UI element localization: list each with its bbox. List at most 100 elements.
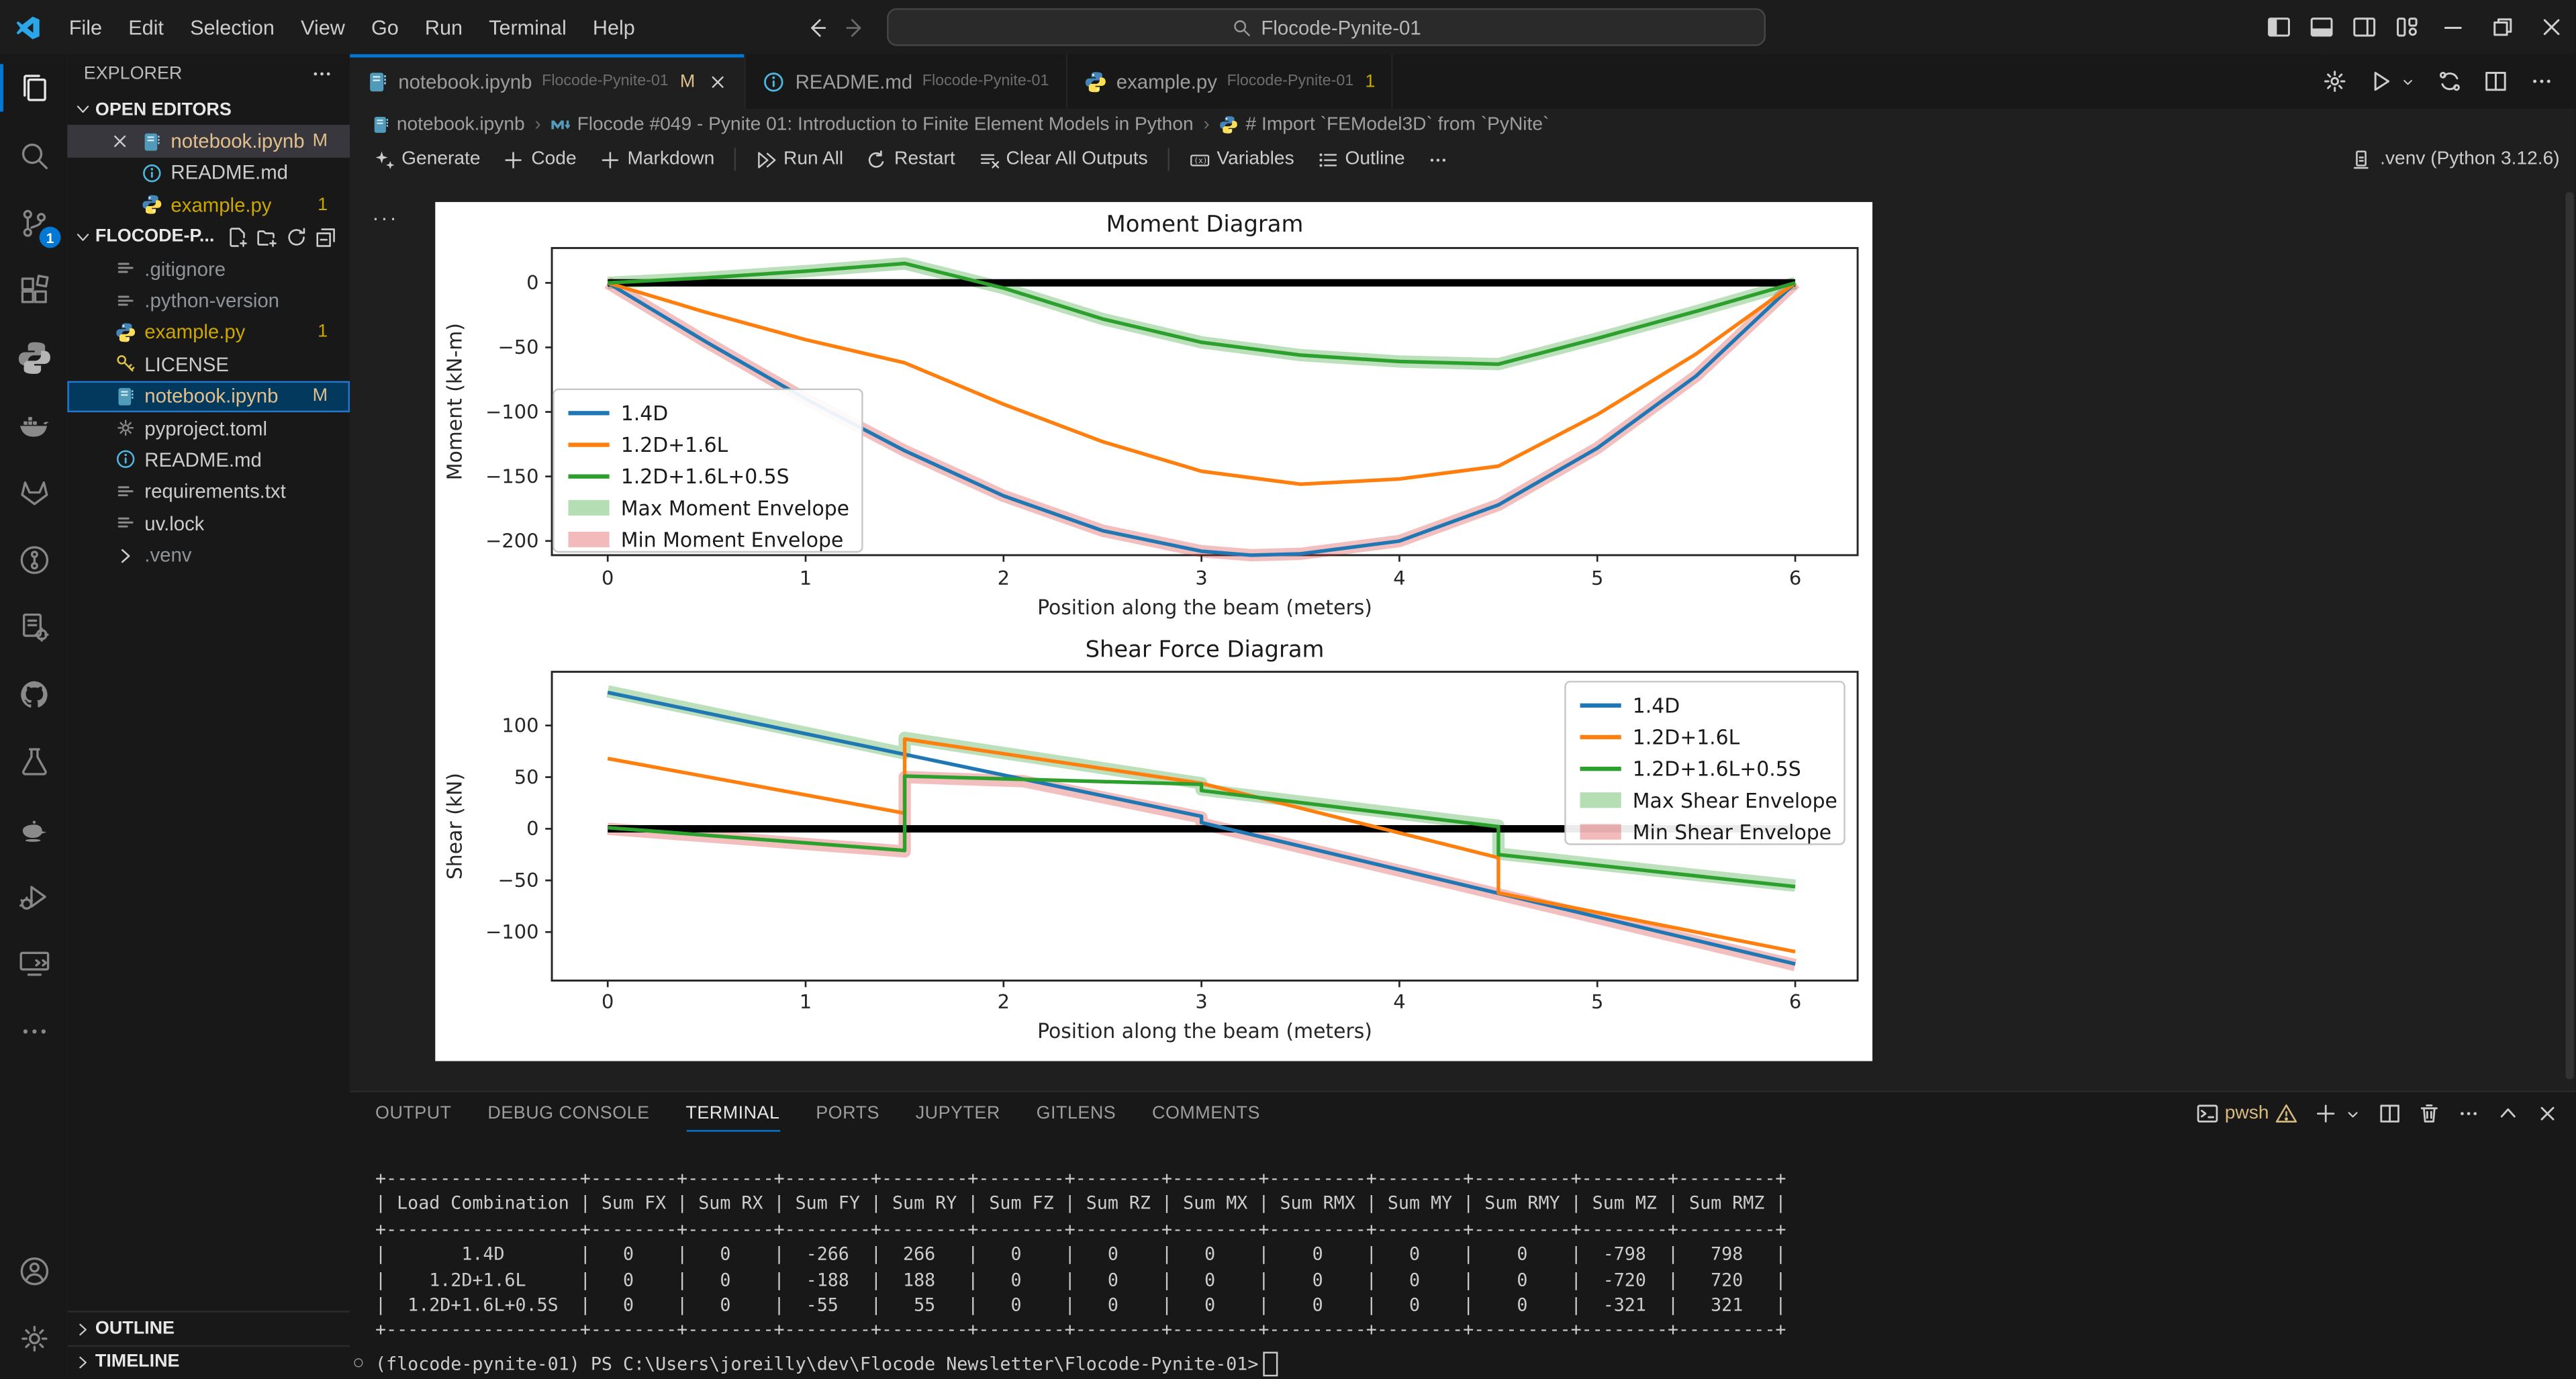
tab-notebook.ipynb[interactable]: notebook.ipynb Flocode-Pynite-01 M [348, 54, 747, 109]
activitybar-notebook-kernels[interactable] [0, 593, 67, 660]
terminal-instance[interactable]: pwsh [2195, 1102, 2299, 1125]
tree-item-.gitignore[interactable]: .gitignore [67, 253, 349, 285]
gear-icon[interactable] [2323, 69, 2348, 94]
plus-icon[interactable] [2315, 1102, 2338, 1125]
panel-tab-debug-console[interactable]: DEBUG CONSOLE [487, 1104, 650, 1124]
trash-icon[interactable] [2418, 1102, 2441, 1125]
tree-item-README.md[interactable]: README.md [67, 444, 349, 475]
collapse-all-icon[interactable] [315, 226, 336, 248]
toolbar-generate-button[interactable]: Generate [362, 140, 491, 179]
panel-tab-output[interactable]: OUTPUT [375, 1104, 452, 1124]
tree-item-pyproject.toml[interactable]: pyproject.toml [67, 412, 349, 444]
tree-item-uv.lock[interactable]: uv.lock [67, 508, 349, 539]
restore-button[interactable] [2477, 0, 2526, 54]
activitybar-manage-settings[interactable] [0, 1305, 67, 1372]
caret-down-sm-icon[interactable] [2400, 73, 2416, 89]
close-tab-icon[interactable] [708, 71, 728, 91]
menu-selection[interactable]: Selection [190, 15, 275, 39]
caret-down-sm-icon[interactable] [2344, 1104, 2363, 1123]
toolbar-markdown-button[interactable]: Markdown [588, 140, 726, 179]
activitybar-python[interactable] [0, 324, 67, 391]
panel-tab-ports[interactable]: PORTS [816, 1104, 879, 1124]
activitybar-source-control[interactable]: 1 [0, 189, 67, 256]
open-editors-header[interactable]: OPEN EDITORS [67, 93, 349, 125]
customize-layout-button[interactable] [2385, 0, 2428, 54]
more-h-icon[interactable] [2530, 69, 2555, 94]
split-panel-icon[interactable] [2379, 1102, 2401, 1125]
tree-item-example.py[interactable]: example.py 1 [67, 317, 349, 348]
close-editor-icon[interactable] [110, 132, 130, 151]
open-editor-notebook.ipynb[interactable]: notebook.ipynb M [67, 125, 349, 158]
toolbar-outline-button[interactable]: Outline [1306, 140, 1417, 179]
open-editor-README.md[interactable]: README.md [67, 157, 349, 189]
cell-actions[interactable]: ··· [372, 205, 399, 230]
toolbar-clear-all-outputs-button[interactable]: Clear All Outputs [967, 140, 1159, 179]
play-icon[interactable] [2369, 69, 2394, 94]
close-x-icon[interactable] [2536, 1102, 2559, 1125]
activitybar-gitlens[interactable] [0, 526, 67, 593]
activitybar-docker[interactable] [0, 391, 67, 458]
breadcrumb-item[interactable]: Flocode #049 - Pynite 01: Introduction t… [577, 114, 1194, 135]
activitybar-search[interactable] [0, 122, 67, 189]
section-outline[interactable]: OUTLINE [67, 1311, 349, 1345]
menu-terminal[interactable]: Terminal [489, 15, 567, 39]
toggle-panel-button[interactable] [2300, 0, 2343, 54]
panel-tab-comments[interactable]: COMMENTS [1152, 1104, 1260, 1124]
new-file-icon[interactable] [226, 226, 247, 248]
tab-README.md[interactable]: README.md Flocode-Pynite-01 [746, 54, 1067, 109]
panel-tab-terminal[interactable]: TERMINAL [685, 1092, 780, 1135]
toggle-sidebar-button[interactable] [2257, 0, 2300, 54]
menu-view[interactable]: View [301, 15, 345, 39]
menu-file[interactable]: File [68, 15, 103, 39]
menu-help[interactable]: Help [592, 15, 635, 39]
more-h-icon[interactable] [2458, 1102, 2481, 1125]
section-timeline[interactable]: TIMELINE [67, 1344, 349, 1378]
activitybar-remote-explorer[interactable] [0, 930, 67, 997]
tree-item-.python-version[interactable]: .python-version [67, 285, 349, 316]
close-button[interactable] [2527, 0, 2576, 54]
panel-tab-jupyter[interactable]: JUPYTER [915, 1104, 1000, 1124]
kernel-picker[interactable]: .venv (Python 3.12.6) [2350, 140, 2560, 179]
open-editor-example.py[interactable]: example.py 1 [67, 189, 349, 221]
tree-item-.venv[interactable]: .venv [67, 540, 349, 571]
breadcrumb-item[interactable]: notebook.ipynb [396, 114, 525, 135]
menu-go[interactable]: Go [371, 15, 399, 39]
activitybar-extensions[interactable] [0, 256, 67, 324]
minimize-button[interactable] [2428, 0, 2477, 54]
editor-scrollbar[interactable] [2566, 192, 2575, 1080]
go-forward-icon[interactable] [845, 15, 867, 38]
panel-tab-gitlens[interactable]: GITLENS [1036, 1104, 1116, 1124]
activitybar-run-and-debug[interactable] [0, 862, 67, 929]
activitybar-accounts[interactable] [0, 1238, 67, 1305]
workspace-header[interactable]: FLOCODE-P... [67, 221, 349, 252]
activitybar-more-views[interactable] [0, 997, 67, 1064]
activitybar-gitlab[interactable] [0, 459, 67, 526]
activitybar-testing[interactable] [0, 728, 67, 795]
refresh-icon[interactable] [285, 226, 306, 248]
tab-example.py[interactable]: example.py Flocode-Pynite-01 1 [1067, 54, 1394, 109]
split-icon[interactable] [2484, 69, 2509, 94]
explorer-more-icon[interactable] [309, 62, 332, 85]
breadcrumb-item[interactable]: # Import `FEModel3D` from `PyNite` [1245, 114, 1549, 135]
command-decoration-icon[interactable]: ○ [354, 1356, 363, 1372]
toolbar-code-button[interactable]: Code [492, 140, 588, 179]
toolbar-run-all-button[interactable]: Run All [744, 140, 855, 179]
terminal-viewport[interactable]: +------------------+--------+--------+--… [349, 1135, 2576, 1376]
menu-run[interactable]: Run [424, 15, 463, 39]
toolbar-more-button[interactable] [1417, 140, 1461, 179]
activitybar-explorer[interactable] [0, 54, 67, 122]
sync-icon[interactable] [2438, 69, 2463, 94]
tree-item-LICENSE[interactable]: LICENSE [67, 348, 349, 380]
chevron-up-icon[interactable] [2497, 1102, 2520, 1125]
toolbar-restart-button[interactable]: Restart [855, 140, 967, 179]
activitybar-genie-lamp[interactable] [0, 795, 67, 862]
go-back-icon[interactable] [805, 15, 828, 38]
command-center-search[interactable]: Flocode-Pynite-01 [887, 8, 1766, 46]
new-folder-icon[interactable] [255, 226, 277, 248]
tree-item-requirements.txt[interactable]: requirements.txt [67, 476, 349, 508]
toolbar-variables-button[interactable]: (x) Variables [1178, 140, 1306, 179]
activitybar-github[interactable] [0, 660, 67, 727]
menu-edit[interactable]: Edit [128, 15, 164, 39]
tree-item-notebook.ipynb[interactable]: notebook.ipynb M [67, 380, 349, 412]
toggle-secondary-sidebar-button[interactable] [2343, 0, 2386, 54]
